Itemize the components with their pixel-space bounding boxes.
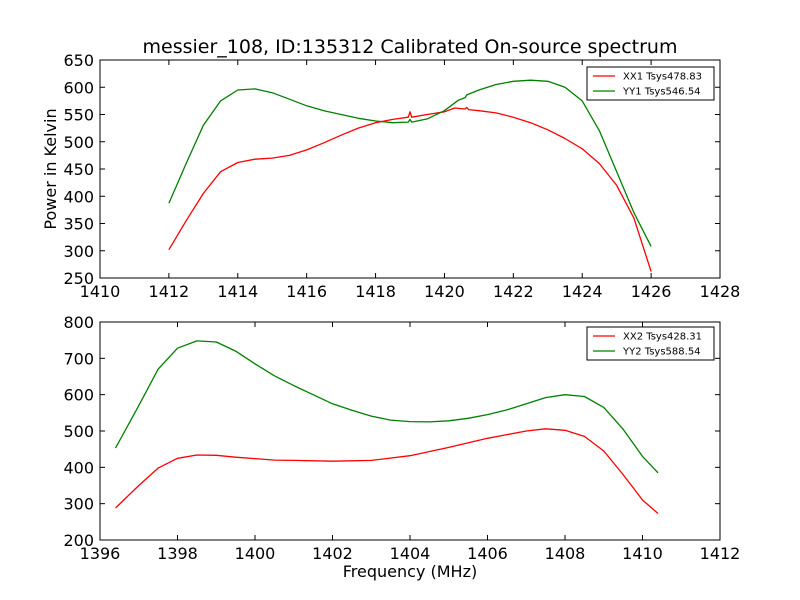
x-tick-label: 1416 bbox=[286, 282, 327, 301]
y-tick-label: 650 bbox=[63, 51, 94, 70]
x-tick-label: 1402 bbox=[312, 544, 353, 563]
y-tick-label: 450 bbox=[63, 160, 94, 179]
x-tick-label: 1410 bbox=[80, 282, 121, 301]
y-tick-label: 200 bbox=[63, 531, 94, 550]
x-tick-label: 1408 bbox=[545, 544, 586, 563]
x-tick-label: 1420 bbox=[424, 282, 465, 301]
x-tick-label: 1396 bbox=[80, 544, 121, 563]
x-tick-label: 1400 bbox=[235, 544, 276, 563]
x-tick-label: 1422 bbox=[493, 282, 534, 301]
y-tick-label: 300 bbox=[63, 242, 94, 261]
y-tick-label: 600 bbox=[63, 78, 94, 97]
x-axis-label: Frequency (MHz) bbox=[343, 562, 477, 581]
series-line-1-1 bbox=[168, 106, 652, 272]
x-tick-label: 1412 bbox=[700, 544, 741, 563]
x-tick-label: 1428 bbox=[700, 282, 741, 301]
y-tick-label: 300 bbox=[63, 495, 94, 514]
y-tick-label: 500 bbox=[63, 133, 94, 152]
y-tick-label: 350 bbox=[63, 215, 94, 234]
y-tick-label: 800 bbox=[63, 313, 94, 332]
y-axis-label: Power in Kelvin bbox=[41, 108, 60, 229]
y-tick-label: 700 bbox=[63, 349, 94, 368]
legend: XX2 Tsys428.31 YY2 Tsys588.54 bbox=[586, 326, 715, 361]
y-tick-label: 550 bbox=[63, 106, 94, 125]
legend: XX1 Tsys478.83 YY1 Tsys546.54 bbox=[586, 66, 715, 101]
y-tick-label: 400 bbox=[63, 187, 94, 206]
legend-entry: YY2 Tsys588.54 bbox=[622, 347, 701, 358]
subplot-2: 1396 1398 1400 1402 1404 1406 1408 1410 1412 200 3… bbox=[63, 313, 740, 581]
legend-entry: YY1 Tsys546.54 bbox=[622, 87, 701, 98]
x-tick-label: 1404 bbox=[390, 544, 431, 563]
y-tick-label: 600 bbox=[63, 386, 94, 405]
y-tick-label: 500 bbox=[63, 422, 94, 441]
x-tick-label: 1424 bbox=[562, 282, 603, 301]
subplot-1: 1410 1412 1414 1416 1418 1420 1422 1424 1426 1428… bbox=[41, 36, 740, 301]
legend-entry: XX1 Tsys478.83 bbox=[623, 72, 702, 83]
series-line-1-2 bbox=[168, 79, 652, 247]
series-line-2-2 bbox=[114, 340, 659, 474]
x-tick-label: 1398 bbox=[157, 544, 198, 563]
x-tick-label: 1426 bbox=[631, 282, 672, 301]
x-tick-label: 1414 bbox=[217, 282, 258, 301]
x-tick-label: 1406 bbox=[467, 544, 508, 563]
x-tick-label: 1412 bbox=[149, 282, 190, 301]
chart-title: messier_108, ID:135312 Calibrated On-sou… bbox=[143, 36, 678, 58]
y-tick-label: 250 bbox=[63, 269, 94, 288]
x-tick-label: 1410 bbox=[622, 544, 663, 563]
series-line-2-1 bbox=[115, 428, 659, 514]
legend-box bbox=[586, 66, 715, 101]
x-tick-label: 1418 bbox=[355, 282, 396, 301]
legend-box bbox=[586, 326, 715, 361]
y-tick-label: 400 bbox=[63, 458, 94, 477]
legend-entry: XX2 Tsys428.31 bbox=[623, 332, 702, 343]
